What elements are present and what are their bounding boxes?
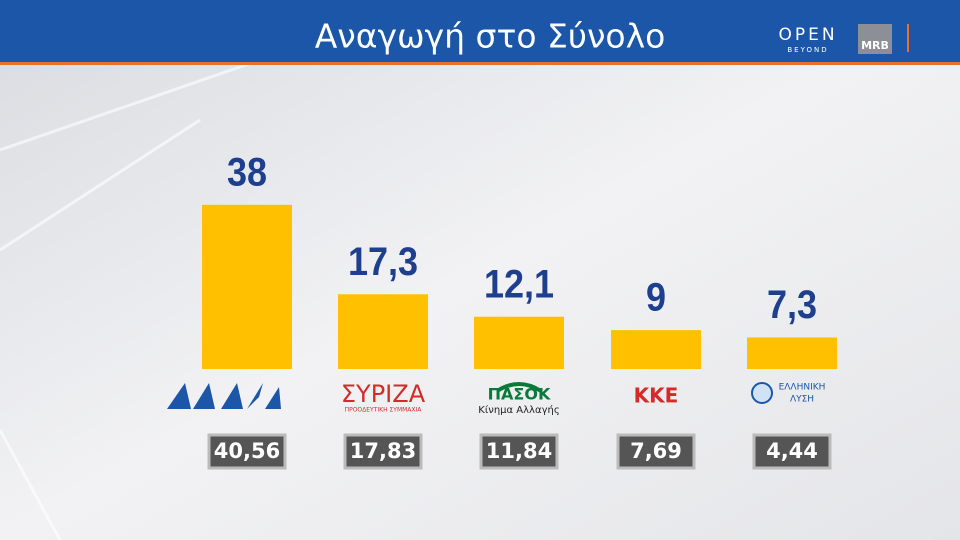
category-label: ΚΚΕ <box>634 384 679 408</box>
previous-box <box>343 433 423 470</box>
bar <box>338 294 428 369</box>
background-lines <box>0 58 261 540</box>
header-rule <box>0 62 960 65</box>
logo-shape <box>167 383 191 409</box>
chart-title: Αναγωγή στο Σύνολο <box>315 17 666 56</box>
previous-box <box>616 433 696 470</box>
previous-label: 40,56 <box>214 439 280 463</box>
previous-label: 11,84 <box>486 439 552 463</box>
partner: MRB <box>861 39 889 52</box>
logo-shape <box>193 383 215 409</box>
category-label: ΠΑΣΟΚ <box>488 385 551 404</box>
header-divider <box>907 24 909 52</box>
bar <box>202 204 292 369</box>
brand: OPEN <box>778 25 837 45</box>
value-label: 38 <box>227 151 267 195</box>
logo-shape <box>265 387 281 409</box>
previous-label: 4,44 <box>766 439 818 463</box>
category-label: ΣΥΡΙΖΑ <box>341 380 426 408</box>
value-label: 17,3 <box>348 240 418 284</box>
bar <box>747 337 837 369</box>
partner-logo <box>858 24 892 54</box>
bar <box>474 316 564 369</box>
value-label: 7,3 <box>767 283 817 327</box>
category-subtitle: ΠΡΟΟΔΕΥΤΙΚΗ ΣΥΜΜΑΧΙΑ <box>345 407 423 414</box>
previous-box <box>479 433 559 470</box>
previous-label: 7,69 <box>630 439 682 463</box>
value-label: 12,1 <box>484 263 554 307</box>
previous-box <box>752 433 832 470</box>
value-label: 9 <box>646 276 666 320</box>
bar <box>611 330 701 369</box>
logo-sun <box>495 382 543 393</box>
header-bar <box>0 0 960 62</box>
category-subtitle: ΛΥΣΗ <box>790 395 814 405</box>
logo-shape <box>221 383 243 409</box>
previous-box <box>207 433 287 470</box>
brand-sub: BEYOND <box>787 46 828 54</box>
previous-label: 17,83 <box>350 439 416 463</box>
logo-shape <box>247 383 263 409</box>
category-label: ΕΛΛΗΝΙΚΗ <box>779 383 826 393</box>
category-subtitle: Κίνημα Αλλαγής <box>478 404 559 416</box>
logo-icon <box>751 382 773 404</box>
